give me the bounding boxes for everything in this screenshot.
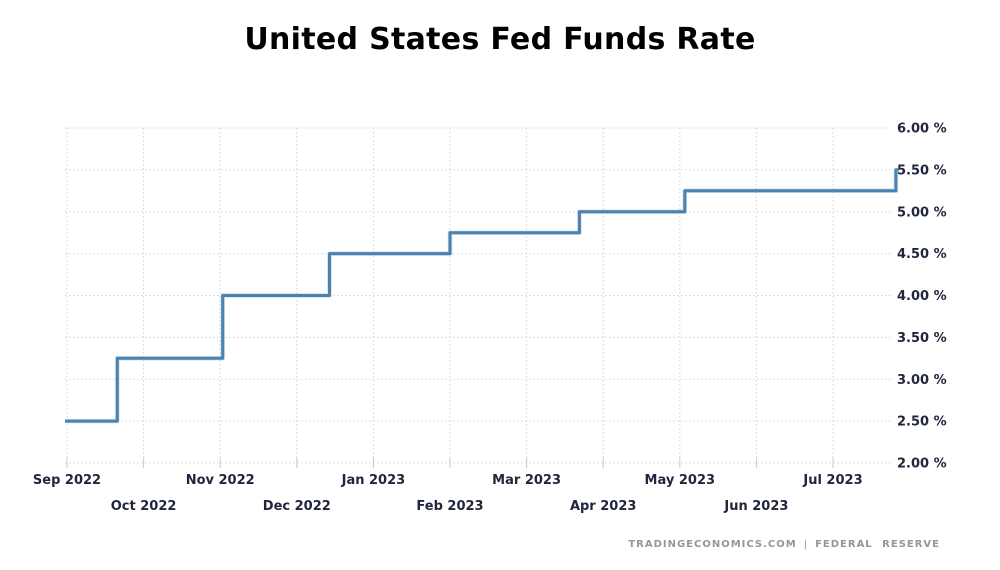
x-tick-marks (66, 458, 834, 468)
y-tick-label: 6.00 % (897, 122, 947, 137)
y-gridlines (65, 127, 893, 464)
y-tick-label: 4.50 % (897, 247, 947, 262)
series-group (65, 167, 899, 424)
watermark-site: TRADINGECONOMICS.COM (628, 539, 797, 550)
x-tick-label: Jul 2023 (802, 473, 862, 488)
y-tick-labels: 6.00 % 5.50 % 5.00 % 4.50 % 4.00 % 3.50 % 3.00… (897, 122, 947, 472)
y-tick-label: 2.50 % (897, 415, 947, 430)
x-tick-label: Jun 2023 (723, 499, 788, 514)
chart-title: United States Fed Funds Rate (244, 22, 756, 57)
y-tick-label: 4.00 % (897, 289, 947, 304)
x-tick-label: May 2023 (645, 473, 716, 488)
y-tick-label: 2.00 % (897, 457, 947, 472)
y-tick-label: 5.50 % (897, 163, 947, 178)
x-tick-label: Apr 2023 (570, 499, 637, 514)
x-tick-label: Sep 2022 (33, 473, 101, 488)
watermark: TRADINGECONOMICS.COM | FEDERAL RESERVE (628, 539, 940, 550)
x-tick-label: Feb 2023 (416, 499, 483, 514)
x-tick-label: Mar 2023 (492, 473, 561, 488)
series-line (65, 168, 899, 423)
y-tick-label: 5.00 % (897, 205, 947, 220)
x-tick-label: Oct 2022 (111, 499, 177, 514)
y-tick-label: 3.00 % (897, 373, 947, 388)
x-tick-label: Jan 2023 (341, 473, 406, 488)
watermark-divider-icon: | (803, 539, 809, 550)
watermark-source: FEDERAL RESERVE (815, 539, 940, 550)
x-tick-label: Dec 2022 (263, 499, 331, 514)
y-tick-label: 3.50 % (897, 331, 947, 346)
x-tick-labels: Sep 2022 Oct 2022 Nov 2022 Dec 2022 Jan 2023… (33, 473, 863, 514)
x-tick-label: Nov 2022 (186, 473, 255, 488)
